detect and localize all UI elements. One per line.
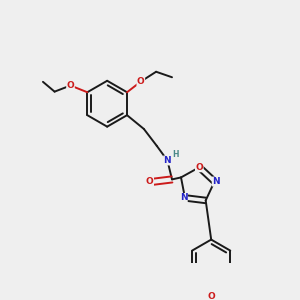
- Text: N: N: [164, 156, 171, 165]
- Text: O: O: [207, 292, 215, 300]
- Text: N: N: [212, 177, 220, 186]
- Text: O: O: [146, 177, 154, 186]
- Text: H: H: [173, 150, 179, 159]
- Text: O: O: [137, 77, 145, 86]
- Text: O: O: [195, 163, 203, 172]
- Text: O: O: [67, 81, 74, 90]
- Text: N: N: [180, 194, 187, 202]
